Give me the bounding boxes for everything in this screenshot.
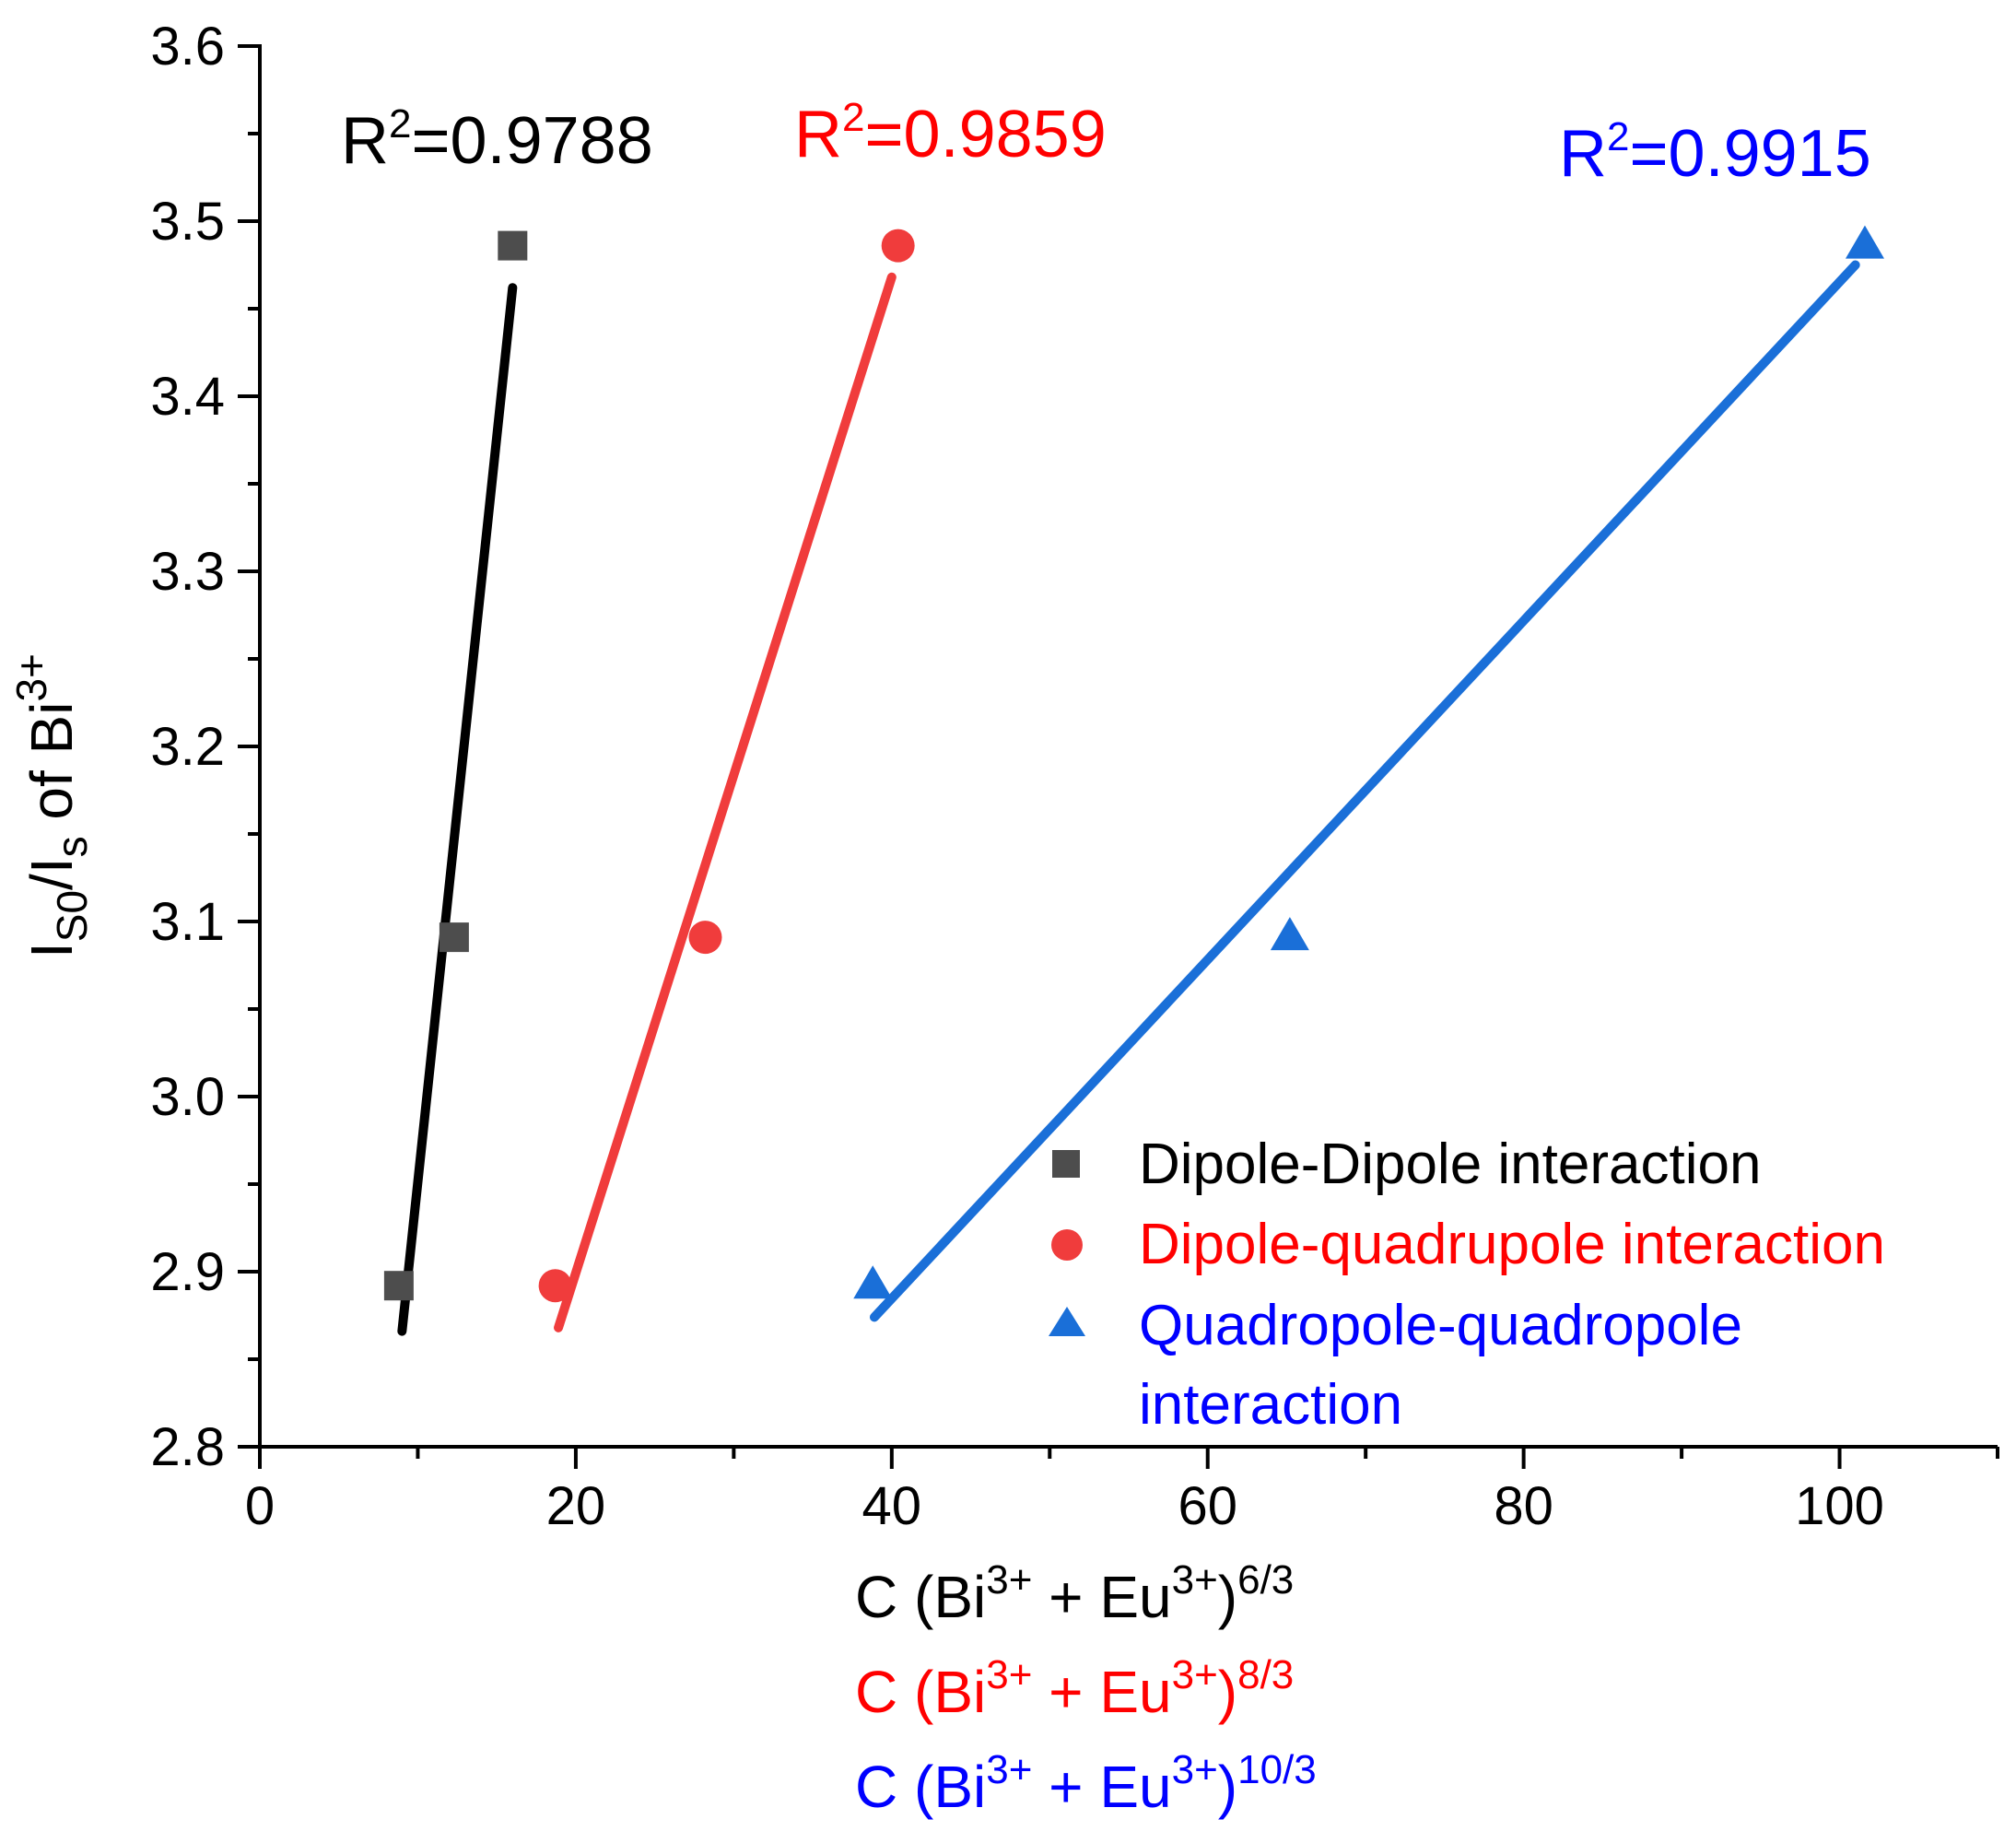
fit-line-series-0 — [397, 283, 518, 1336]
x-tick-label: 60 — [1178, 1476, 1237, 1536]
r2-label-dipole-quadrupole: R2=0.9859 — [794, 95, 1107, 171]
x-axis-title-10-3: C (Bi3+ + Eu3+)10/3 — [855, 1747, 1317, 1820]
y-axis-title: IS0/Is of Bi3+ — [7, 653, 96, 958]
data-point-series-1 — [688, 921, 722, 955]
data-point-series-2 — [1845, 225, 1884, 259]
y-tick-label: 2.9 — [150, 1242, 225, 1302]
axis-ticks: 2.8 2.9 3.0 3.1 3.2 3.3 3.4 3.5 3.6 0 20 40 60 80 100 — [150, 17, 1999, 1536]
x-tick-label: 40 — [862, 1476, 922, 1536]
fit-line-series-2 — [869, 260, 1860, 1322]
x-tick-label: 0 — [245, 1476, 275, 1536]
fit-lines — [397, 260, 1860, 1336]
legend: Dipole-Dipole interaction Dipole-quadrup… — [1049, 1133, 1885, 1437]
r2-label-quadropole-quadropole: R2=0.9915 — [1559, 114, 1871, 191]
y-tick-label: 3.2 — [150, 717, 225, 777]
y-tick-label: 3.6 — [150, 17, 225, 76]
legend-triangle-icon — [1049, 1307, 1085, 1336]
y-tick-label: 3.1 — [150, 892, 225, 952]
data-point-series-0 — [383, 1271, 414, 1301]
x-tick-label: 100 — [1795, 1476, 1884, 1536]
legend-label-dipole-dipole: Dipole-Dipole interaction — [1139, 1133, 1761, 1196]
legend-label-dipole-quadrupole: Dipole-quadrupole interaction — [1139, 1213, 1885, 1276]
y-tick-label: 2.8 — [150, 1417, 225, 1477]
data-point-series-2 — [853, 1265, 893, 1299]
x-axis-title-8-3: C (Bi3+ + Eu3+)8/3 — [855, 1652, 1294, 1725]
legend-square-icon — [1052, 1150, 1080, 1178]
legend-label-quadropole-line2: interaction — [1139, 1373, 1402, 1437]
x-axis-title-6-3: C (Bi3+ + Eu3+)6/3 — [855, 1557, 1294, 1630]
y-tick-label: 3.4 — [150, 367, 225, 427]
data-point-series-0 — [498, 230, 528, 261]
data-point-series-0 — [439, 922, 469, 953]
legend-label-quadropole-line1: Quadropole-quadropole — [1139, 1294, 1742, 1357]
fit-line-series-1 — [554, 272, 897, 1332]
legend-circle-icon — [1051, 1229, 1083, 1261]
data-point-series-1 — [881, 229, 915, 263]
y-tick-label: 3.3 — [150, 542, 225, 602]
x-tick-label: 20 — [546, 1476, 606, 1536]
r2-label-dipole-dipole: R2=0.9788 — [341, 101, 653, 178]
data-points — [383, 225, 1884, 1303]
data-point-series-2 — [1270, 917, 1309, 951]
y-tick-label: 3.5 — [150, 192, 225, 252]
data-point-series-1 — [538, 1269, 572, 1303]
x-tick-label: 80 — [1494, 1476, 1553, 1536]
y-tick-label: 3.0 — [150, 1067, 225, 1127]
